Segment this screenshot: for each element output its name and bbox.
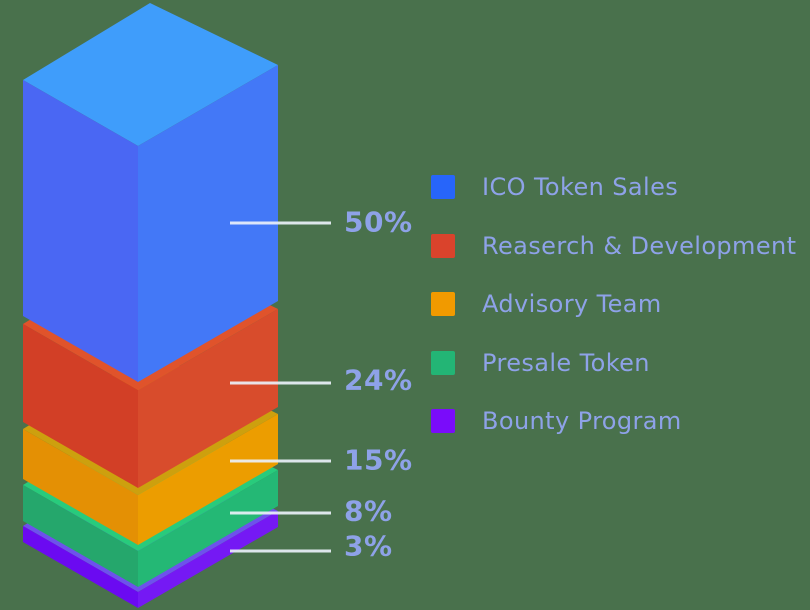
segment-bounty-program-left-face	[23, 526, 138, 608]
percent-label-bounty-program: 3%	[344, 529, 393, 563]
segment-reaserch-development-right-face	[138, 309, 278, 488]
segment-reaserch-development-left-face	[23, 324, 138, 488]
legend-item-reaserch-development: Reaserch & Development	[431, 232, 796, 260]
legend-swatch-presale-token	[431, 350, 455, 375]
segment-bounty-program-right-face	[138, 511, 278, 608]
legend-swatch-reaserch-development	[431, 233, 455, 258]
segment-ico-token-sales-top-face	[23, 3, 278, 146]
segment-presale-token-right-face	[138, 470, 278, 587]
legend-swatch-advisory-team	[431, 292, 455, 316]
legend-swatch-bounty-program	[431, 409, 455, 433]
percent-label-presale-token: 8%	[344, 494, 393, 528]
legend-label: Presale Token	[482, 348, 650, 377]
segment-presale-token-left-face	[23, 485, 138, 587]
segment-ico-token-sales-left-face	[23, 80, 138, 382]
segment-advisory-team-right-face	[138, 414, 278, 545]
legend-label: ICO Token Sales	[482, 173, 679, 201]
legend-item-presale-token: Presale Token	[431, 349, 650, 377]
legend-item-ico-token-sales: ICO Token Sales	[431, 173, 678, 201]
percent-label-advisory-team: 15%	[344, 443, 413, 477]
legend-item-bounty-program: Bounty Program	[431, 407, 682, 435]
legend-label: Advisory Team	[482, 290, 662, 318]
percent-label-ico-token-sales: 50%	[344, 205, 413, 239]
legend-label: Reaserch & Development	[482, 231, 797, 260]
segment-advisory-team-left-face	[23, 429, 138, 545]
percent-label-reaserch-development: 24%	[344, 363, 413, 397]
segment-ico-token-sales-right-face	[138, 65, 278, 382]
legend-label: Bounty Program	[482, 407, 682, 435]
legend-swatch-ico-token-sales	[431, 175, 455, 199]
legend-item-advisory-team: Advisory Team	[431, 290, 662, 318]
